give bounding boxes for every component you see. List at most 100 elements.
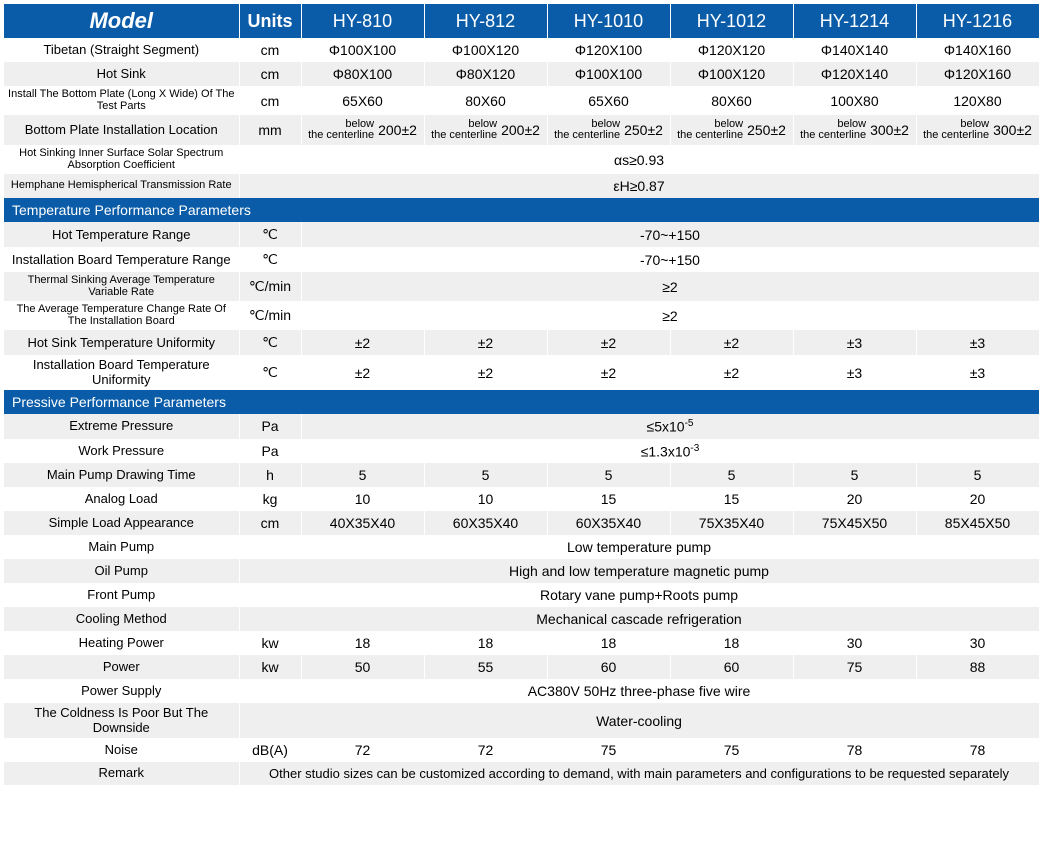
row-label: Noise: [4, 738, 239, 762]
table-row: The Average Temperature Change Rate Of T…: [4, 301, 1039, 330]
row-cell: Φ80X120: [424, 62, 547, 86]
section-header: Pressive Performance Parameters: [4, 390, 1039, 414]
row-cell: belowthe centerline200±2: [424, 115, 547, 145]
row-cell: 5: [793, 463, 916, 487]
row-cell: belowthe centerline250±2: [670, 115, 793, 145]
row-cell: ±3: [793, 355, 916, 390]
row-cell: 75: [793, 655, 916, 679]
row-cell: 88: [916, 655, 1039, 679]
row-cell: belowthe centerline250±2: [547, 115, 670, 145]
row-cell: 60: [547, 655, 670, 679]
header-col-5: HY-1216: [916, 4, 1039, 38]
row-unit: ℃: [239, 222, 301, 247]
table-row: Hot Sinking Inner Surface Solar Spectrum…: [4, 145, 1039, 174]
row-label: Simple Load Appearance: [4, 511, 239, 535]
table-body: Tibetan (Straight Segment)cm Φ100X100Φ100…: [4, 38, 1039, 785]
row-unit: cm: [239, 62, 301, 86]
table-row: Main PumpLow temperature pump: [4, 535, 1039, 559]
row-cell: 55: [424, 655, 547, 679]
table-row: The Coldness Is Poor But The DownsideWat…: [4, 703, 1039, 738]
row-unit: Pa: [239, 414, 301, 439]
row-label: Main Pump: [4, 535, 239, 559]
row-cell: Φ80X100: [301, 62, 424, 86]
table-row: Hot SinkcmΦ80X100Φ80X120Φ100X100Φ100X120…: [4, 62, 1039, 86]
row-cell: belowthe centerline200±2: [301, 115, 424, 145]
table-row: Thermal Sinking Average Temperature Vari…: [4, 272, 1039, 301]
row-span-value: Mechanical cascade refrigeration: [239, 607, 1039, 631]
row-span-value: ≤1.3x10-3: [301, 439, 1039, 464]
row-label: Hot Sink Temperature Uniformity: [4, 330, 239, 355]
table-row: Simple Load Appearancecm40X35X4060X35X40…: [4, 511, 1039, 535]
row-span-value: -70~+150: [301, 222, 1039, 247]
row-cell: 18: [301, 631, 424, 655]
row-cell: ±2: [424, 355, 547, 390]
row-unit: ℃/min: [239, 301, 301, 330]
table-row: Hot Temperature Range℃-70~+150: [4, 222, 1039, 247]
row-unit: ℃: [239, 330, 301, 355]
row-cell: Φ100X100: [547, 62, 670, 86]
row-cell: ±2: [547, 355, 670, 390]
row-unit: kw: [239, 631, 301, 655]
row-cell: 100X80: [793, 86, 916, 115]
row-label: Hot Sink: [4, 62, 239, 86]
row-label: Power: [4, 655, 239, 679]
row-label: Hot Temperature Range: [4, 222, 239, 247]
table-row: Analog Loadkg101015152020: [4, 487, 1039, 511]
row-cell: 50: [301, 655, 424, 679]
row-label: Installation Board Temperature Uniformit…: [4, 355, 239, 390]
row-cell: 5: [916, 463, 1039, 487]
table-row: Power SupplyAC380V 50Hz three-phase five…: [4, 679, 1039, 703]
row-unit: cm: [239, 38, 301, 62]
row-cell: belowthe centerline300±2: [916, 115, 1039, 145]
row-label: Main Pump Drawing Time: [4, 463, 239, 487]
row-label: Work Pressure: [4, 439, 239, 464]
row-span-value: Rotary vane pump+Roots pump: [239, 583, 1039, 607]
row-label: Installation Board Temperature Range: [4, 247, 239, 272]
row-cell: 5: [424, 463, 547, 487]
header-col-1: HY-812: [424, 4, 547, 38]
section-row: Pressive Performance Parameters: [4, 390, 1039, 414]
row-cell: Φ100X120: [424, 38, 547, 62]
row-cell: Φ120X140: [793, 62, 916, 86]
row-cell: belowthe centerline300±2: [793, 115, 916, 145]
header-units: Units: [239, 4, 301, 38]
row-unit: ℃: [239, 355, 301, 390]
row-label: Tibetan (Straight Segment): [4, 38, 239, 62]
row-label: Heating Power: [4, 631, 239, 655]
row-cell: ±3: [793, 330, 916, 355]
header-col-2: HY-1010: [547, 4, 670, 38]
row-cell: 72: [424, 738, 547, 762]
row-cell: Φ120X100: [547, 38, 670, 62]
row-cell: ±2: [547, 330, 670, 355]
row-cell: ±2: [301, 330, 424, 355]
row-cell: ±2: [424, 330, 547, 355]
row-label: Analog Load: [4, 487, 239, 511]
row-cell: 78: [793, 738, 916, 762]
row-span-value: Other studio sizes can be customized acc…: [239, 762, 1039, 785]
row-unit: kg: [239, 487, 301, 511]
row-span-value: High and low temperature magnetic pump: [239, 559, 1039, 583]
table-row: Main Pump Drawing Timeh555555: [4, 463, 1039, 487]
row-cell: 65X60: [547, 86, 670, 115]
row-unit: ℃: [239, 247, 301, 272]
row-span-value: αs≥0.93: [239, 145, 1039, 174]
row-cell: Φ120X120: [670, 38, 793, 62]
table-row: Powerkw505560607588: [4, 655, 1039, 679]
row-cell: 10: [424, 487, 547, 511]
row-label: Remark: [4, 762, 239, 785]
row-cell: 75: [670, 738, 793, 762]
row-cell: 5: [547, 463, 670, 487]
row-cell: Φ120X160: [916, 62, 1039, 86]
row-cell: 30: [916, 631, 1039, 655]
row-cell: 78: [916, 738, 1039, 762]
table-row: Front PumpRotary vane pump+Roots pump: [4, 583, 1039, 607]
table-row: Heating Powerkw181818183030: [4, 631, 1039, 655]
row-cell: Φ100X120: [670, 62, 793, 86]
row-unit: mm: [239, 115, 301, 145]
row-label: Power Supply: [4, 679, 239, 703]
row-cell: ±3: [916, 330, 1039, 355]
row-span-value: εH≥0.87: [239, 174, 1039, 198]
row-cell: 60X35X40: [547, 511, 670, 535]
row-cell: 60: [670, 655, 793, 679]
row-label: Bottom Plate Installation Location: [4, 115, 239, 145]
